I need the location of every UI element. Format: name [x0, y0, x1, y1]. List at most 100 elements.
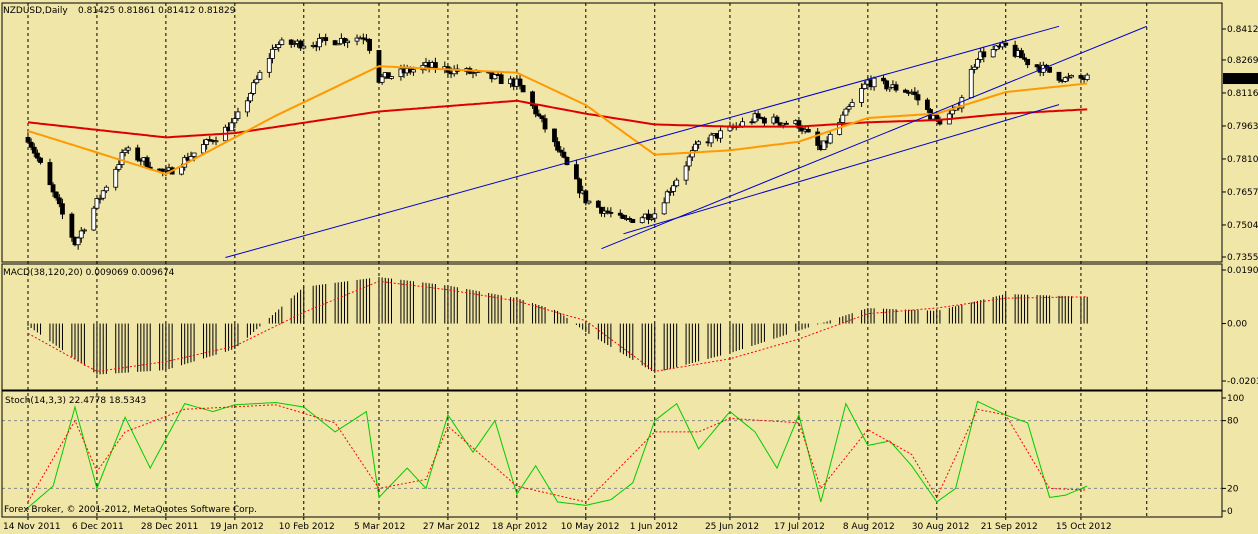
candle — [533, 104, 539, 118]
candle — [577, 177, 582, 199]
candle — [35, 149, 40, 162]
pane-frames — [1, 2, 1223, 518]
candle — [639, 215, 645, 224]
candle — [235, 107, 241, 121]
date-tick-label: 14 Nov 2011 — [3, 522, 61, 532]
date-tick-label: 5 Mar 2012 — [354, 522, 405, 532]
candle — [345, 38, 351, 48]
candle — [893, 81, 899, 93]
channel-lines[interactable] — [225, 25, 1147, 259]
candle — [718, 127, 723, 143]
candle — [389, 76, 394, 80]
vertical-grid — [27, 3, 1148, 517]
candle — [696, 140, 702, 149]
candle — [583, 190, 589, 206]
candle — [749, 118, 755, 125]
candle — [975, 57, 980, 70]
candle — [1066, 72, 1071, 82]
slow-moving-average — [27, 99, 1088, 139]
candle — [774, 114, 780, 124]
candle — [783, 120, 789, 125]
stochastic-label: Stoch(14,3,3) 22.4778 18.5343 — [5, 396, 146, 406]
candle — [1084, 72, 1090, 82]
candle — [266, 53, 272, 78]
candle — [821, 140, 827, 151]
macd-axis: 0.01901 0.00 -0.02039 — [1222, 266, 1258, 387]
current-price-label: 0.81829 — [1226, 75, 1258, 85]
candle — [671, 181, 676, 196]
candle — [990, 45, 996, 58]
price-tick-label: 0.84125 — [1227, 25, 1258, 35]
candle — [881, 75, 886, 85]
candle — [542, 114, 548, 133]
candle — [1047, 66, 1052, 73]
candle — [38, 156, 43, 165]
candle — [94, 198, 100, 211]
candle — [664, 189, 670, 204]
candle — [144, 155, 150, 169]
candle — [56, 194, 62, 208]
candle — [552, 128, 557, 147]
current-price-box — [1223, 73, 1258, 85]
candle — [1056, 71, 1062, 84]
candle — [342, 37, 347, 47]
candle — [971, 63, 977, 74]
candle — [379, 73, 385, 85]
candle — [843, 107, 849, 116]
date-tick-label: 10 Feb 2012 — [279, 522, 335, 532]
candle — [91, 205, 97, 232]
candle — [617, 209, 623, 219]
candle — [827, 131, 833, 145]
candle — [135, 144, 141, 162]
date-tick-label: 8 Aug 2012 — [843, 522, 895, 532]
candle — [69, 212, 75, 242]
candle — [273, 44, 278, 51]
candle — [254, 75, 260, 85]
candle — [846, 103, 852, 113]
channel-line[interactable] — [623, 104, 1060, 235]
macd-signal-line — [27, 280, 1088, 372]
date-tick-label: 17 Jul 2012 — [774, 522, 825, 532]
candle — [815, 128, 821, 151]
candle — [630, 218, 636, 224]
candle — [367, 38, 372, 54]
candle — [113, 166, 119, 191]
candle — [762, 116, 767, 127]
candle — [103, 185, 109, 194]
candle — [317, 33, 322, 51]
candle — [661, 197, 667, 215]
candle — [561, 147, 567, 159]
candle — [981, 46, 987, 63]
date-tick-label: 30 Aug 2012 — [912, 522, 970, 532]
candle — [693, 140, 698, 153]
candle — [915, 90, 921, 106]
ohlc-values: 0.81425 0.81861 0.81412 0.81829 — [78, 6, 236, 16]
candle — [520, 84, 526, 93]
candle — [621, 214, 626, 219]
candle — [1078, 73, 1084, 82]
date-tick-label: 1 Jun 2012 — [630, 522, 678, 532]
candle — [119, 149, 125, 168]
candle — [97, 194, 103, 204]
stochastic-tick-label: 80 — [1227, 417, 1239, 427]
macd-tick-label: 0.01901 — [1227, 266, 1258, 276]
copyright-text: Forex Broker, © 2001-2012, MetaQuotes So… — [4, 505, 257, 515]
macd-label: MACD(38,120,20) 0.009069 0.009674 — [3, 268, 175, 278]
price-candles — [25, 33, 1090, 250]
candle — [1003, 42, 1009, 47]
candle — [517, 75, 523, 90]
macd-tick-label: 0.00 — [1227, 320, 1247, 330]
candle — [276, 41, 282, 52]
channel-line[interactable] — [601, 25, 1147, 250]
candle — [232, 113, 238, 129]
pane-frame — [1, 390, 1223, 518]
stochastic-levels — [2, 420, 1222, 489]
candle — [301, 42, 307, 50]
candle — [993, 45, 999, 52]
candle — [50, 182, 56, 197]
channel-line[interactable] — [225, 25, 1060, 259]
